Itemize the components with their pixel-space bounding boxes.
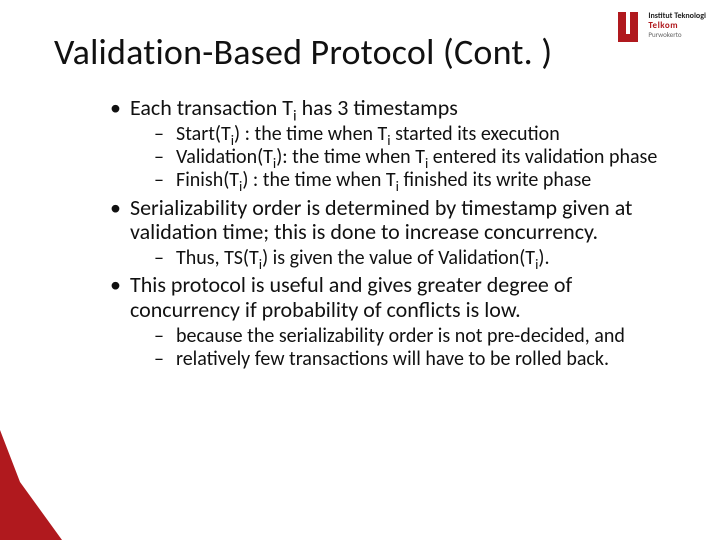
sub-bullet-item: Finish(Ti) : the time when Ti finished i…	[154, 169, 676, 191]
sub-bullet-item: relatively few transactions will have to…	[154, 348, 676, 370]
logo-text: Institut Teknologi Telkom Purwokerto	[648, 12, 706, 38]
logo-mark-icon	[616, 12, 642, 46]
sub-bullet-item: Thus, TS(Ti) is given the value of Valid…	[154, 247, 676, 269]
logo-line1: Institut Teknologi	[648, 12, 706, 20]
slide: Institut Teknologi Telkom Purwokerto Val…	[0, 0, 720, 540]
logo-line3: Purwokerto	[648, 31, 706, 38]
logo-line2: Telkom	[648, 21, 706, 30]
slide-title: Validation-Based Protocol (Cont. )	[54, 30, 690, 74]
bullet-list: Each transaction Ti has 3 timestampsStar…	[108, 96, 676, 370]
sub-bullet-item: Start(Ti) : the time when Ti started its…	[154, 123, 676, 145]
sub-bullet-item: Validation(Ti): the time when Ti entered…	[154, 146, 676, 168]
sub-bullet-list: Thus, TS(Ti) is given the value of Valid…	[130, 247, 676, 269]
slide-content: Each transaction Ti has 3 timestampsStar…	[108, 96, 676, 370]
sub-bullet-list: because the serializability order is not…	[130, 325, 676, 371]
red-corner-accent-icon	[0, 430, 62, 540]
bullet-item: This protocol is useful and gives greate…	[108, 273, 676, 370]
sub-bullet-item: because the serializability order is not…	[154, 325, 676, 347]
bullet-item: Serializability order is determined by t…	[108, 196, 676, 270]
brand-logo: Institut Teknologi Telkom Purwokerto	[616, 12, 706, 46]
sub-bullet-list: Start(Ti) : the time when Ti started its…	[130, 123, 676, 192]
bullet-item: Each transaction Ti has 3 timestampsStar…	[108, 96, 676, 192]
